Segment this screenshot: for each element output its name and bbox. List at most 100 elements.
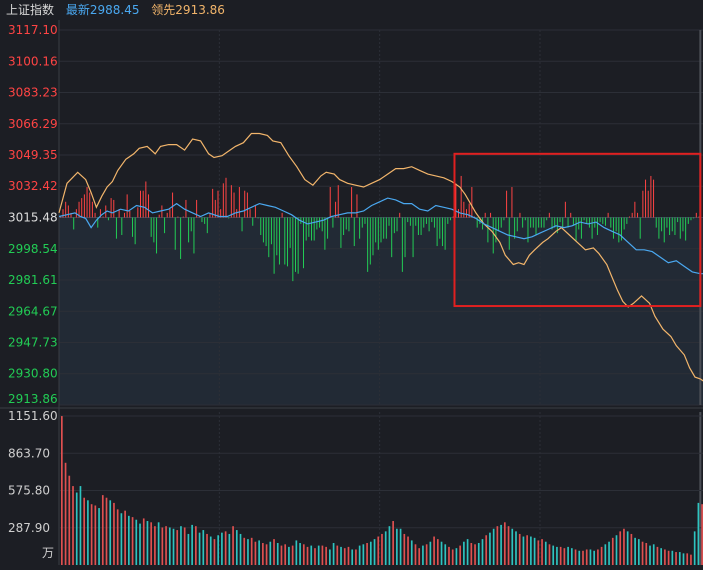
volume-bar	[262, 543, 264, 565]
chart-header: 上证指数 最新2988.45 领先2913.86	[0, 0, 703, 20]
volume-bar	[623, 528, 625, 565]
volume-bar	[671, 550, 674, 565]
volume-bar	[113, 502, 115, 565]
volume-bar	[608, 541, 610, 565]
volume-bar	[652, 544, 655, 565]
volume-bar	[362, 544, 365, 565]
price-tick-label: 2913.86	[8, 392, 58, 406]
volume-bar	[135, 519, 138, 565]
volume-unit-label: 万	[42, 546, 54, 560]
volume-bar	[224, 531, 227, 565]
volume-bar	[369, 541, 372, 565]
volume-bar	[288, 546, 290, 565]
volume-bar	[247, 539, 249, 565]
volume-bar	[306, 546, 309, 565]
volume-bar	[548, 544, 551, 565]
volume-tick-label: 863.70	[8, 446, 50, 460]
volume-bar	[336, 545, 339, 565]
volume-bar	[128, 515, 130, 565]
volume-bar	[72, 486, 74, 565]
volume-bar	[377, 536, 380, 565]
price-tick-label: 3117.10	[8, 23, 58, 37]
latest-value: 最新2988.45	[65, 3, 140, 17]
volume-bar	[235, 530, 238, 565]
volume-bar	[660, 548, 663, 565]
volume-bar	[481, 539, 484, 565]
volume-bar	[228, 533, 231, 565]
volume-bar	[79, 486, 82, 565]
volume-bar	[314, 548, 316, 565]
volume-bar	[142, 518, 145, 565]
volume-bar	[492, 528, 495, 565]
volume-bar	[582, 550, 584, 565]
volume-bar	[232, 526, 234, 565]
volume-bar	[392, 521, 394, 565]
volume-bar	[451, 549, 454, 565]
volume-bar	[440, 541, 443, 565]
volume-bar	[664, 549, 666, 565]
volume-bar	[507, 526, 510, 565]
volume-bar	[585, 549, 588, 565]
volume-bar	[213, 539, 216, 565]
volume-bar	[329, 549, 331, 565]
volume-bar	[589, 549, 592, 565]
highlight-box	[453, 152, 702, 308]
volume-bar	[358, 545, 361, 565]
volume-bar	[317, 545, 320, 565]
volume-bar	[120, 513, 123, 565]
volume-bar	[626, 531, 629, 565]
volume-bar	[410, 540, 413, 565]
volume-bar	[269, 541, 272, 565]
volume-bar	[381, 533, 383, 565]
volume-bar	[265, 544, 268, 565]
volume-bar	[619, 531, 622, 565]
volume-bar	[489, 532, 491, 565]
volume-bar	[604, 544, 607, 565]
volume-bar	[180, 526, 182, 565]
leading-value: 领先2913.86	[151, 3, 225, 17]
volume-bar	[273, 539, 275, 565]
volume-bar	[541, 539, 543, 565]
volume-bar	[325, 546, 327, 565]
volume-bar	[399, 528, 402, 565]
volume-bar	[530, 536, 532, 565]
volume-bar	[146, 521, 149, 565]
volume-bar	[578, 550, 581, 565]
volume-bar	[154, 526, 156, 565]
volume-bar	[418, 548, 421, 565]
volume-bar	[645, 543, 648, 565]
volume-bar	[321, 545, 324, 565]
volume-bar	[340, 546, 342, 565]
volume-bar	[459, 545, 461, 565]
volume-bar	[570, 548, 573, 565]
volume-tick-label: 575.80	[8, 484, 50, 498]
volume-bar	[422, 545, 424, 565]
volume-bar	[355, 549, 357, 565]
volume-bar	[161, 527, 164, 565]
volume-bar	[280, 545, 283, 565]
volume-bar	[444, 544, 447, 565]
volume-bar	[291, 545, 294, 565]
volume-bar	[637, 539, 640, 565]
volume-bar	[276, 543, 279, 565]
volume-bar	[690, 554, 692, 565]
volume-bar	[537, 540, 540, 565]
price-tick-label: 3066.29	[8, 117, 58, 131]
volume-bar	[284, 544, 287, 565]
volume-bar	[559, 546, 562, 565]
volume-bar	[366, 543, 368, 565]
volume-bar	[109, 500, 112, 565]
volume-bar	[183, 527, 186, 565]
volume-bar	[611, 537, 614, 565]
volume-bar	[455, 548, 458, 565]
volume-bar	[511, 528, 514, 565]
volume-bar	[533, 537, 536, 565]
price-tick-label: 3032.42	[8, 179, 58, 193]
volume-bar	[675, 552, 677, 565]
volume-bar	[87, 500, 89, 565]
volume-bar	[302, 544, 305, 565]
volume-bar	[448, 546, 450, 565]
volume-bar	[641, 541, 644, 565]
volume-bar	[630, 533, 633, 565]
